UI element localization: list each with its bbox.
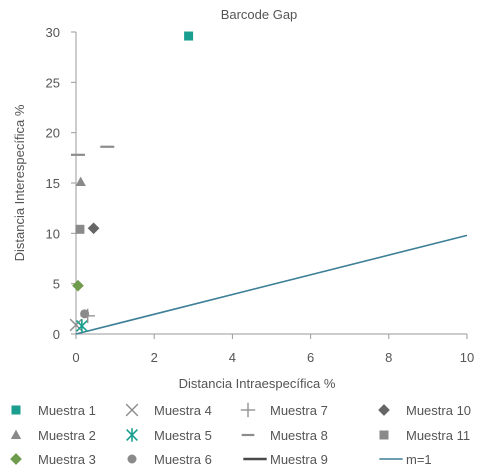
legend-entry: Muestra 5: [126, 428, 212, 443]
legend-label: Muestra 7: [270, 403, 328, 418]
x-tick-label: 8: [385, 350, 392, 365]
data-point: [75, 176, 86, 187]
legend-entry: Muestra 1: [11, 403, 96, 418]
legend-entry: m=1: [379, 452, 432, 467]
legend-marker: [378, 404, 390, 416]
x-tick-label: 4: [229, 350, 236, 365]
legend-marker: [127, 454, 137, 464]
diamond-marker: [378, 404, 390, 416]
legend-entry: Muestra 11: [379, 428, 470, 443]
legend-marker: [10, 453, 22, 465]
legend-entry: Muestra 8: [241, 428, 328, 443]
legend-marker: [126, 428, 138, 442]
diamond-marker: [87, 222, 100, 235]
data-point: [87, 222, 100, 235]
legend-entry: Muestra 2: [10, 428, 96, 443]
legend-entry: Muestra 10: [378, 403, 471, 418]
x-marker-stroke: [125, 403, 139, 417]
legend-entry: Muestra 7: [240, 402, 328, 418]
x-tick-label: 10: [460, 350, 474, 365]
y-tick-label: 10: [46, 226, 60, 241]
legend-entry: Muestra 9: [243, 452, 328, 467]
y-tick-label: 5: [53, 277, 60, 292]
legend-marker: [379, 430, 389, 440]
legend-label: Muestra 10: [406, 403, 471, 418]
legend-label: Muestra 8: [270, 428, 328, 443]
y-tick-label: 25: [46, 75, 60, 90]
triangle-marker: [75, 176, 86, 187]
trend-line-m1: [75, 234, 468, 335]
x-tick-label: 0: [72, 350, 79, 365]
legend-label: Muestra 5: [154, 428, 212, 443]
legend-label: Muestra 11: [406, 428, 470, 443]
legend-marker: [125, 403, 139, 417]
data-points: [69, 31, 194, 333]
data-point: [75, 224, 85, 234]
legend: Muestra 1 Muestra 4 Muestra 7 Muestra 10 Mue…: [10, 402, 471, 467]
data-point: [184, 31, 194, 41]
y-tick-label: 0: [53, 327, 60, 342]
legend-label: m=1: [406, 452, 432, 467]
x-marker-stroke: [69, 318, 83, 332]
y-tick-label: 30: [46, 25, 60, 40]
square-marker: [11, 405, 21, 415]
legend-label: Muestra 6: [154, 452, 212, 467]
square-marker: [184, 31, 194, 41]
y-axis-label: Distancia Interespecífica %: [12, 104, 27, 261]
diamond-marker: [72, 279, 84, 292]
legend-label: Muestra 9: [270, 452, 328, 467]
legend-entry: Muestra 4: [125, 403, 212, 418]
x-axis-label: Distancia Intraespecífica %: [179, 376, 336, 391]
square-marker: [75, 224, 85, 234]
legend-entry: Muestra 6: [127, 452, 212, 467]
square-marker: [379, 430, 389, 440]
circle-marker: [127, 454, 137, 464]
legend-marker: [10, 429, 22, 440]
chart-title: Barcode Gap: [221, 7, 298, 22]
axes: 0 5 10 15 20 25 30 0 2 4 6 8 10: [46, 25, 475, 365]
legend-label: Muestra 3: [38, 452, 96, 467]
legend-label: Muestra 1: [38, 403, 96, 418]
diamond-marker: [10, 453, 22, 465]
legend-label: Muestra 4: [154, 403, 212, 418]
legend-entry: Muestra 3: [10, 452, 96, 467]
legend-marker: [11, 405, 21, 415]
legend-marker: [240, 402, 256, 418]
x-tick-label: 2: [151, 350, 158, 365]
data-point: [80, 308, 95, 324]
y-tick-label: 20: [46, 126, 60, 141]
data-point: [72, 279, 84, 292]
data-point: [75, 319, 88, 333]
triangle-marker: [10, 429, 22, 440]
x-tick-label: 6: [307, 350, 314, 365]
trend-line-layer: [75, 234, 468, 335]
legend-label: Muestra 2: [38, 428, 96, 443]
y-tick-label: 15: [46, 176, 60, 191]
